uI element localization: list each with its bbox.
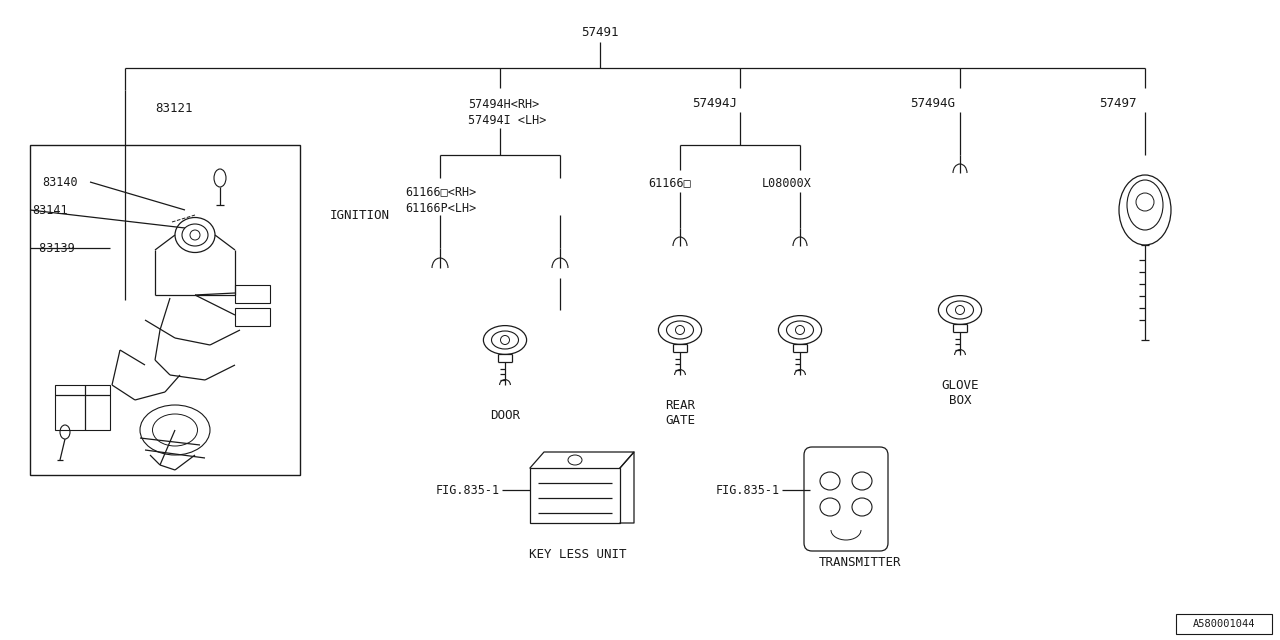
- Text: L08000X: L08000X: [762, 177, 812, 189]
- Bar: [1176, 614, 1272, 634]
- Text: TRANSMITTER: TRANSMITTER: [819, 556, 901, 568]
- Text: 57497: 57497: [1100, 97, 1137, 109]
- Bar: [29, 145, 300, 475]
- Text: 83121: 83121: [155, 102, 192, 115]
- Text: 57494I <LH>: 57494I <LH>: [468, 113, 547, 127]
- Text: IGNITION: IGNITION: [330, 209, 390, 221]
- Text: DOOR: DOOR: [490, 408, 520, 422]
- Text: GLOVE: GLOVE: [941, 378, 979, 392]
- Text: GATE: GATE: [666, 413, 695, 426]
- Text: A580001044: A580001044: [1193, 619, 1256, 629]
- Text: 61166□<RH>: 61166□<RH>: [404, 186, 476, 198]
- Text: 57494H<RH>: 57494H<RH>: [468, 97, 539, 111]
- Text: 57494G: 57494G: [910, 97, 955, 109]
- Text: 57494J: 57494J: [692, 97, 737, 109]
- Bar: [236, 308, 270, 326]
- Text: -83139: -83139: [32, 241, 74, 255]
- Text: KEY LESS UNIT: KEY LESS UNIT: [529, 548, 627, 561]
- Text: 61166P<LH>: 61166P<LH>: [404, 202, 476, 214]
- Text: REAR: REAR: [666, 399, 695, 412]
- Bar: [55, 385, 110, 430]
- Text: FIG.835-1: FIG.835-1: [436, 483, 500, 497]
- Bar: [236, 285, 270, 303]
- Bar: [530, 468, 620, 523]
- Text: 83141: 83141: [32, 204, 68, 216]
- Text: FIG.835-1: FIG.835-1: [716, 483, 780, 497]
- Text: 57491: 57491: [581, 26, 618, 38]
- Text: BOX: BOX: [948, 394, 972, 406]
- Text: 83140: 83140: [42, 175, 78, 189]
- Text: 61166□: 61166□: [648, 177, 691, 189]
